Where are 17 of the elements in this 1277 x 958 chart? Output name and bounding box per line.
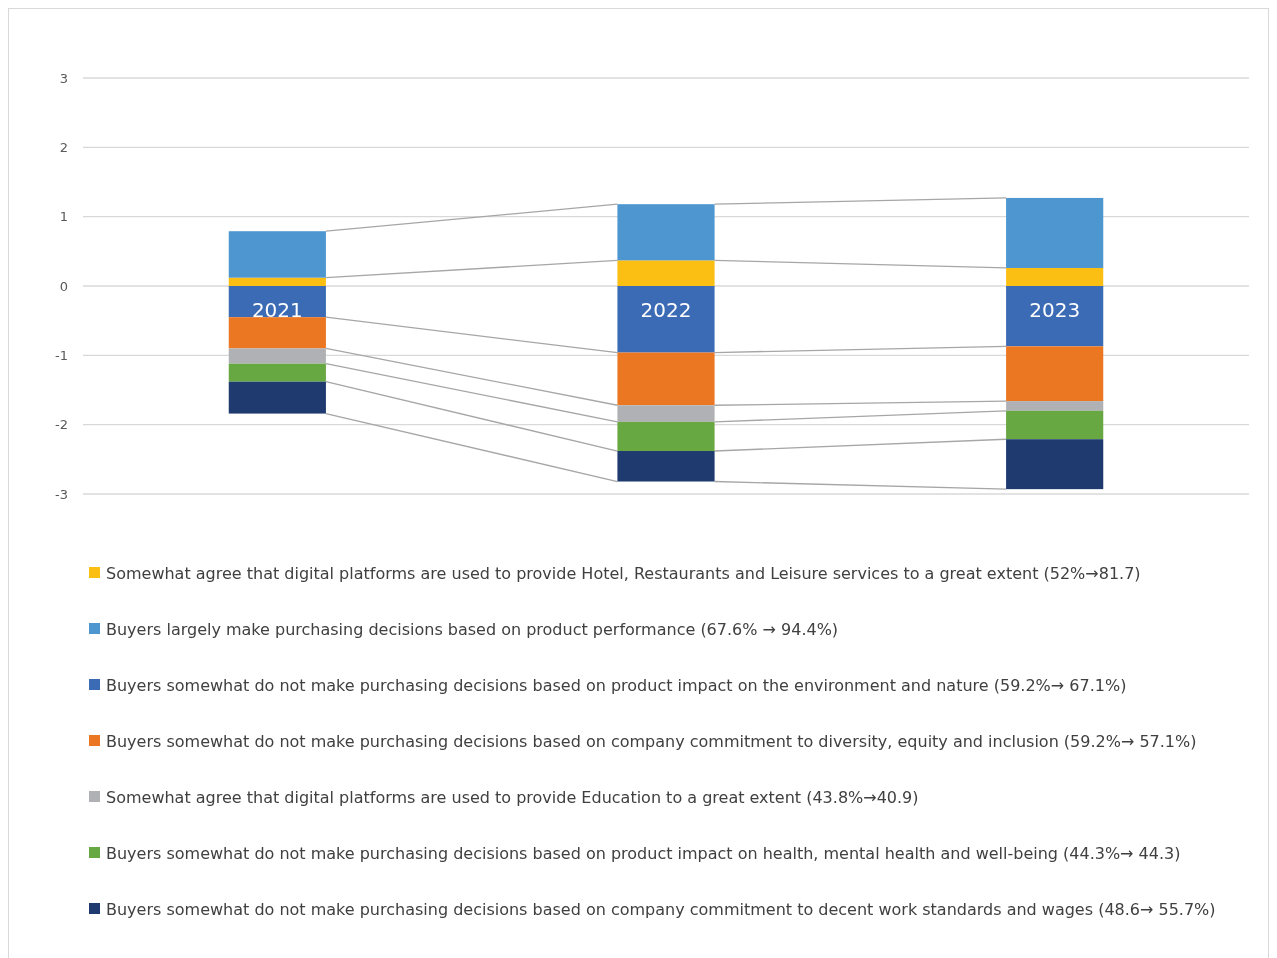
legend-label: Buyers somewhat do not make purchasing decisions based on company commitment to diversity, equity and inclusion (59.2%→ 57.1%) xyxy=(106,732,1197,751)
y-tick-label: 2 xyxy=(59,139,68,155)
x-tick-label: 2023 xyxy=(1029,298,1081,322)
y-tick-label: -3 xyxy=(55,486,68,502)
y-tick-label: -2 xyxy=(55,417,68,433)
legend-label: Somewhat agree that digital platforms are used to provide Education to a great extent (43.8%→40.9) xyxy=(106,788,919,807)
y-tick-label: 0 xyxy=(59,278,68,294)
x-tick-label: 2022 xyxy=(640,298,692,322)
legend-label: Buyers somewhat do not make purchasing decisions based on product impact on health, mental health and well-being (44.3%→ 44.3) xyxy=(106,844,1181,863)
legend-label: Buyers somewhat do not make purchasing decisions based on product impact on the environment and nature (59.2%→ 67.1%) xyxy=(106,676,1127,695)
y-tick-label: 1 xyxy=(59,209,68,225)
legend-label: Buyers largely make purchasing decisions based on product performance (67.6% → 94.4%) xyxy=(106,620,839,639)
y-tick-label: -1 xyxy=(55,347,68,363)
legend-label: Somewhat agree that digital platforms are used to provide Hotel, Restaurants and Leisure services to a great extent (52%→81.7) xyxy=(106,564,1141,583)
y-tick-label: 3 xyxy=(59,70,68,86)
x-tick-label: 2021 xyxy=(251,298,303,322)
legend-label: Buyers somewhat do not make purchasing decisions based on company commitment to decent work standards and wages (48.6→ 55.7%) xyxy=(106,900,1216,919)
